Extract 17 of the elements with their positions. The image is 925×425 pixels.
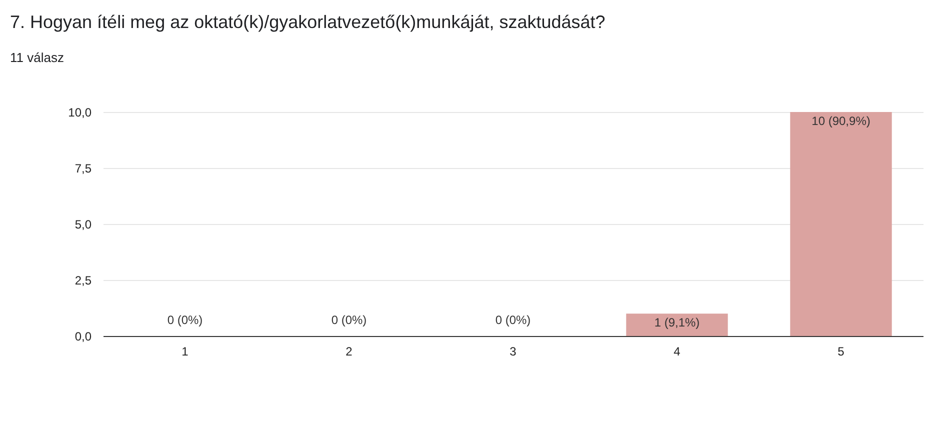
x-tick-label: 1	[182, 344, 189, 358]
x-tick-label: 2	[346, 344, 353, 358]
data-label: 10 (90,9%)	[812, 114, 870, 128]
y-tick-label: 7,5	[74, 162, 92, 176]
x-tick-label: 4	[674, 344, 681, 358]
chart-title: 7. Hogyan ítéli meg az oktató(k)/gyakorlatvezető(k)munkáját, szaktudását?	[10, 12, 606, 33]
y-tick-label: 5,0	[74, 218, 92, 232]
chart-subtitle: 11 válasz	[10, 50, 64, 65]
data-label: 1 (9,1%)	[654, 316, 700, 330]
x-tick-label: 5	[838, 344, 845, 358]
data-label: 0 (0%)	[331, 313, 367, 327]
data-label: 0 (0%)	[495, 313, 531, 327]
data-label: 0 (0%)	[167, 313, 203, 327]
y-tick-label: 0,0	[74, 330, 92, 344]
y-tick-label: 2,5	[74, 274, 92, 288]
x-tick-label: 3	[510, 344, 517, 358]
y-tick-label: 10,0	[68, 106, 92, 120]
